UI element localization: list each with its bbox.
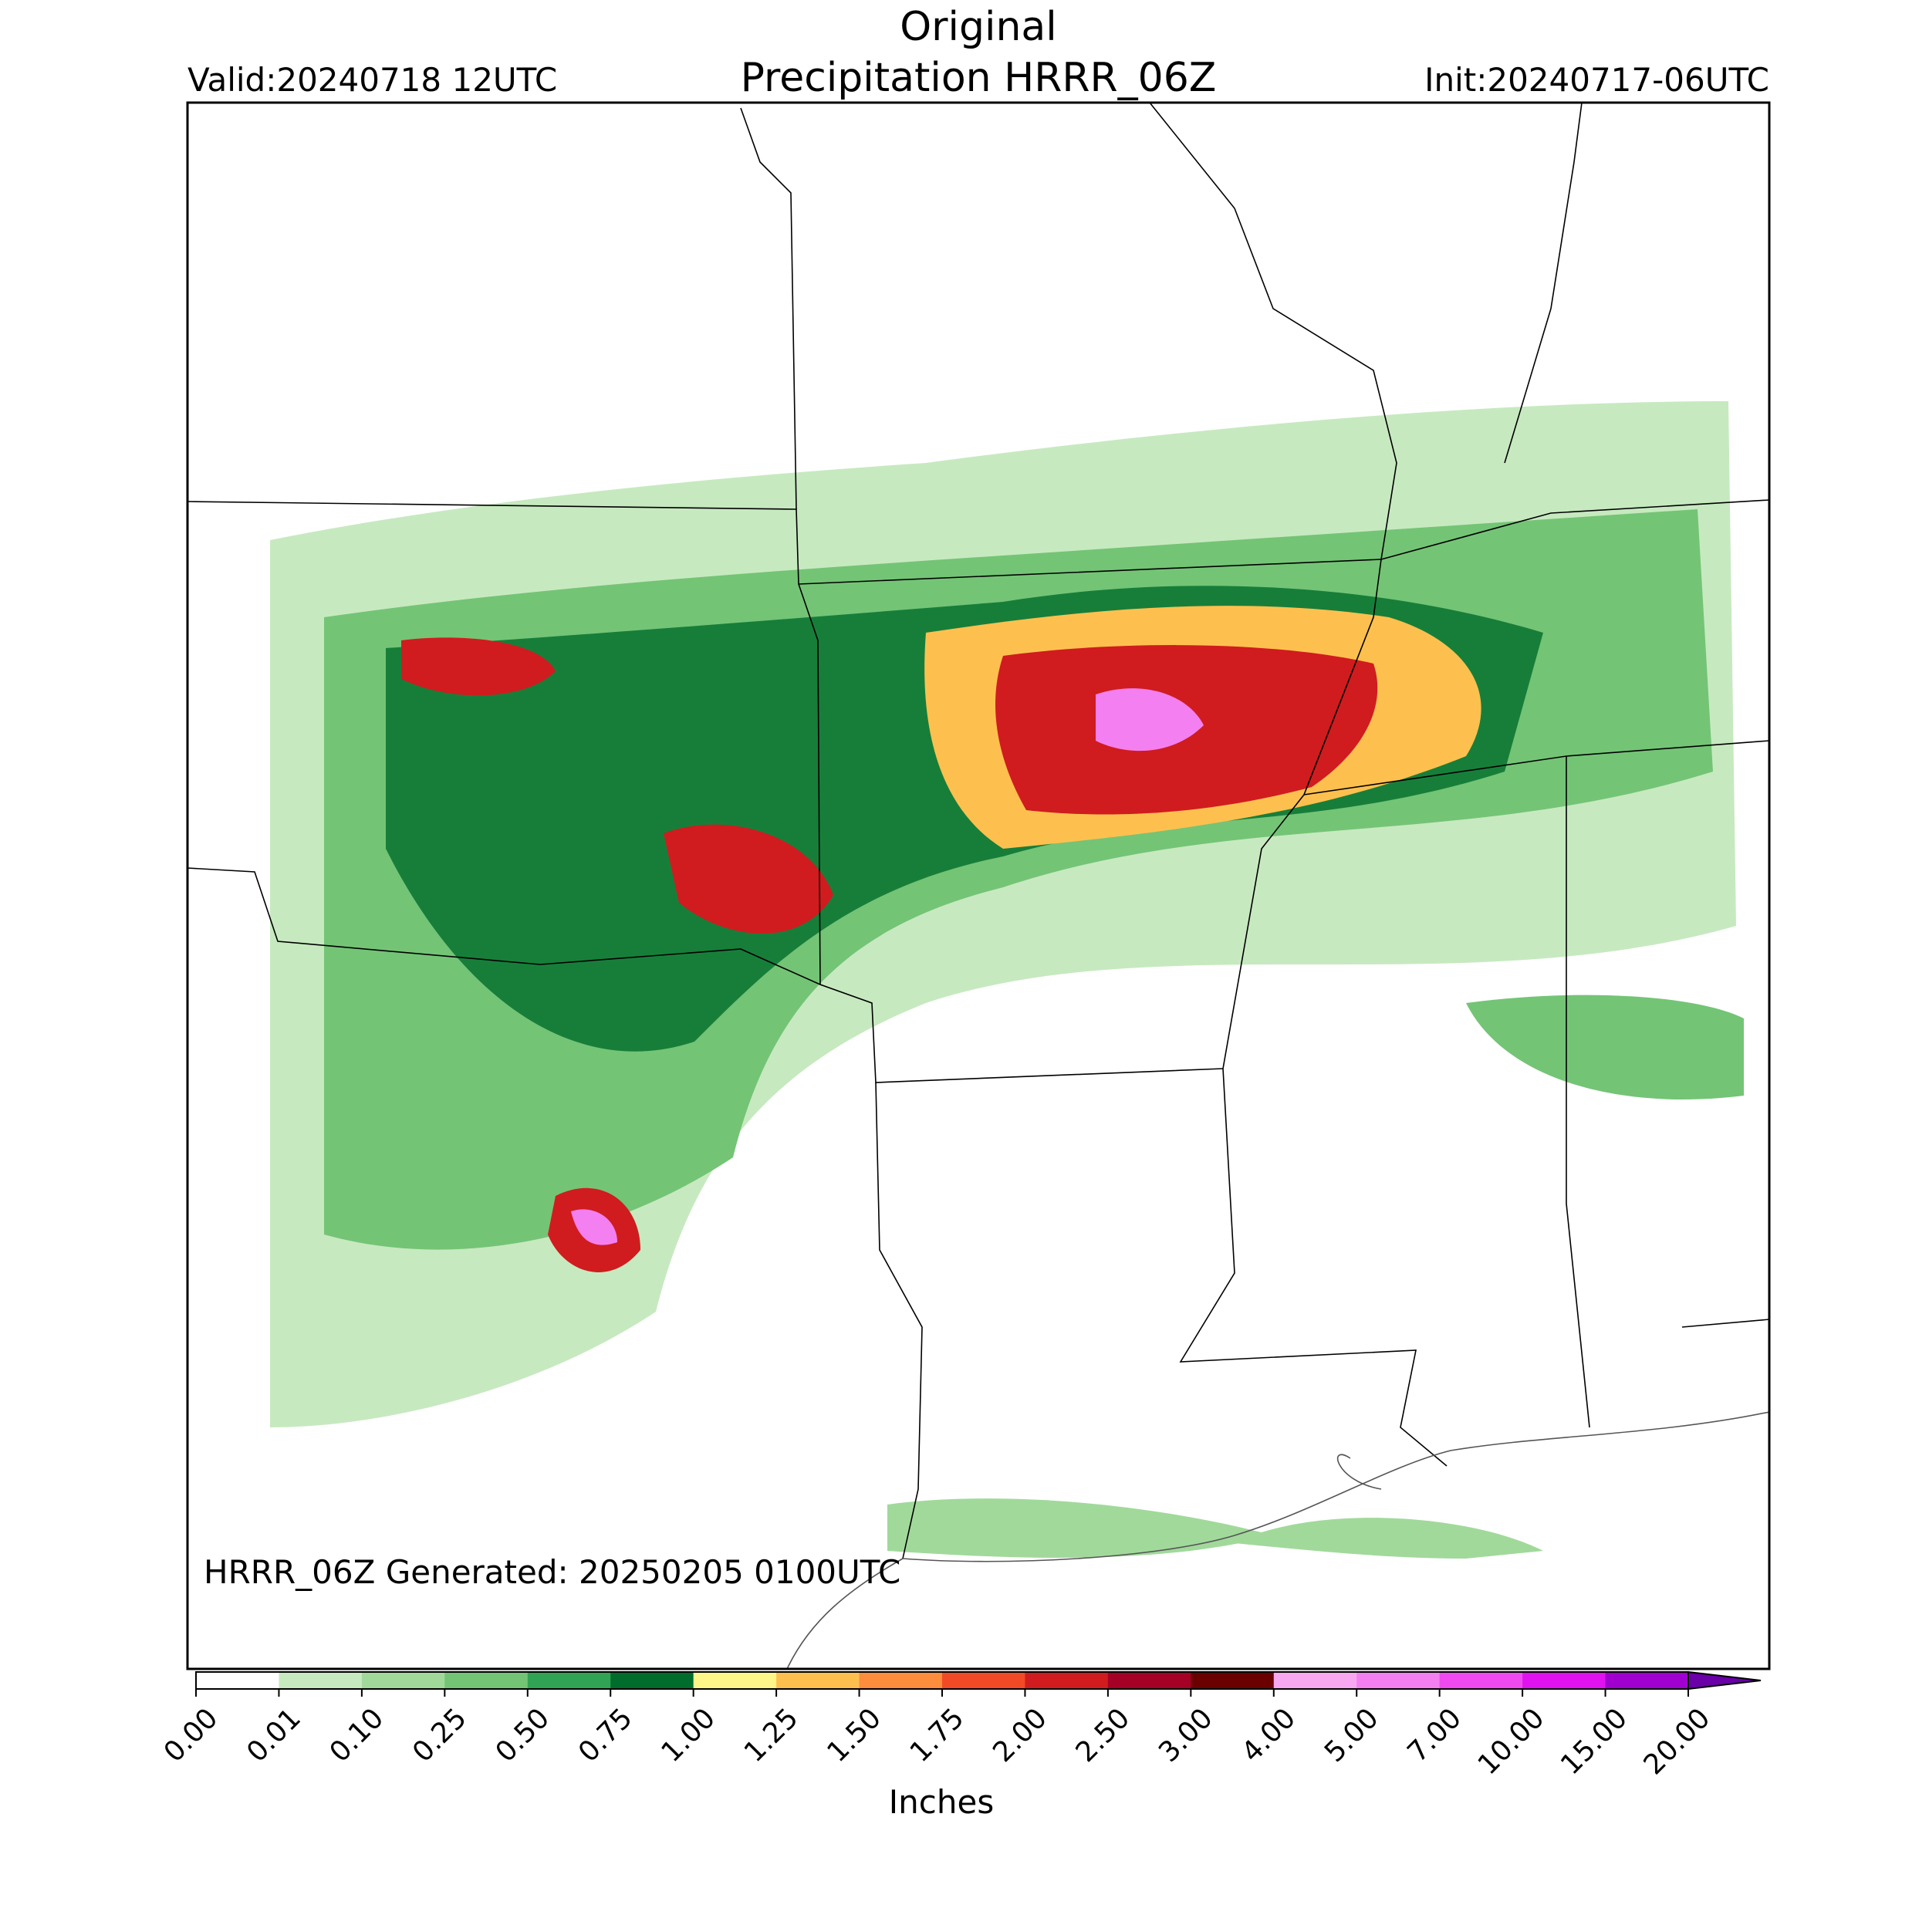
- precip-area: [664, 824, 833, 934]
- colorbar-segment: [1522, 1672, 1606, 1689]
- colorbar-tick-label: 10.00: [1472, 1702, 1551, 1781]
- colorbar-tick-label: 15.00: [1555, 1702, 1633, 1781]
- colorbar-tick-label: 0.00: [158, 1702, 225, 1768]
- colorbar-segment: [444, 1672, 529, 1689]
- colorbar-tick-label: 1.25: [738, 1702, 805, 1768]
- generated-note: HRRR_06Z Generated: 20250205 0100UTC: [204, 1553, 900, 1591]
- colorbar-segment: [776, 1672, 860, 1689]
- valid-time: Valid:20240718 12UTC: [187, 61, 557, 99]
- colorbar-segment: [196, 1672, 279, 1689]
- colorbar-tick-label: 2.50: [1070, 1702, 1137, 1768]
- colorbar-extension: [1687, 1670, 1762, 1690]
- colorbar-tick-label: 5.00: [1319, 1702, 1385, 1768]
- colorbar-tick-label: 0.50: [490, 1702, 556, 1768]
- colorbar-tick-label: 2.00: [987, 1702, 1053, 1768]
- colorbar-segment: [1439, 1672, 1523, 1689]
- colorbar-label: Inches: [889, 1783, 994, 1821]
- colorbar: 0.00 0.01 0.10 0.25 0.50 0.75 1.00 1.25 1.50 1.75…: [158, 1670, 1762, 1781]
- title-line: Original: [900, 4, 1056, 50]
- precip-area: [887, 1498, 1273, 1558]
- precip-area: [1096, 688, 1204, 752]
- init-time: Init:20240717-06UTC: [1424, 61, 1769, 99]
- colorbar-segment: [1025, 1672, 1109, 1689]
- colorbar-segment: [610, 1672, 694, 1689]
- colorbar-segment: [527, 1672, 611, 1689]
- colorbar-tick-label: 0.25: [407, 1702, 473, 1768]
- colorbar-tick-label: 20.00: [1638, 1702, 1717, 1781]
- colorbar-tick-label: 1.50: [821, 1702, 887, 1768]
- map: HRRR_06Z Generated: 20250205 0100UTC: [186, 101, 1771, 1670]
- colorbar-segment: [942, 1672, 1025, 1689]
- colorbar-tick-label: 1.75: [904, 1702, 971, 1768]
- colorbar-segment: [1107, 1672, 1191, 1689]
- map-frame: [186, 101, 1771, 1670]
- colorbar-segment: [859, 1672, 943, 1689]
- colorbar-segment: [1356, 1672, 1441, 1689]
- colorbar-segment: [361, 1672, 445, 1689]
- borders: [187, 103, 1769, 1669]
- colorbar-tick-label: 3.00: [1153, 1702, 1219, 1768]
- colorbar-segment: [1273, 1672, 1357, 1689]
- precip-area: [571, 1209, 617, 1245]
- colorbar-tick-label: 0.01: [241, 1702, 307, 1768]
- title-line: Precipitation HRRR_06Z: [741, 55, 1217, 101]
- colorbar-tick-label: 0.75: [573, 1702, 639, 1768]
- colorbar-tick-label: 7.00: [1401, 1702, 1468, 1768]
- colorbar-tick-label: 0.10: [324, 1702, 390, 1768]
- precip-area: [1466, 995, 1744, 1099]
- colorbar-tick-label: 4.00: [1236, 1702, 1302, 1768]
- colorbar-tick-label: 1.00: [655, 1702, 721, 1768]
- colorbar-segment: [279, 1672, 363, 1689]
- colorbar-segment: [1605, 1672, 1689, 1689]
- colorbar-segment: [1191, 1672, 1275, 1689]
- precip-area: [401, 637, 556, 696]
- colorbar-segment: [693, 1672, 777, 1689]
- precip-area: [1235, 1518, 1543, 1559]
- precip-field: [270, 401, 1744, 1559]
